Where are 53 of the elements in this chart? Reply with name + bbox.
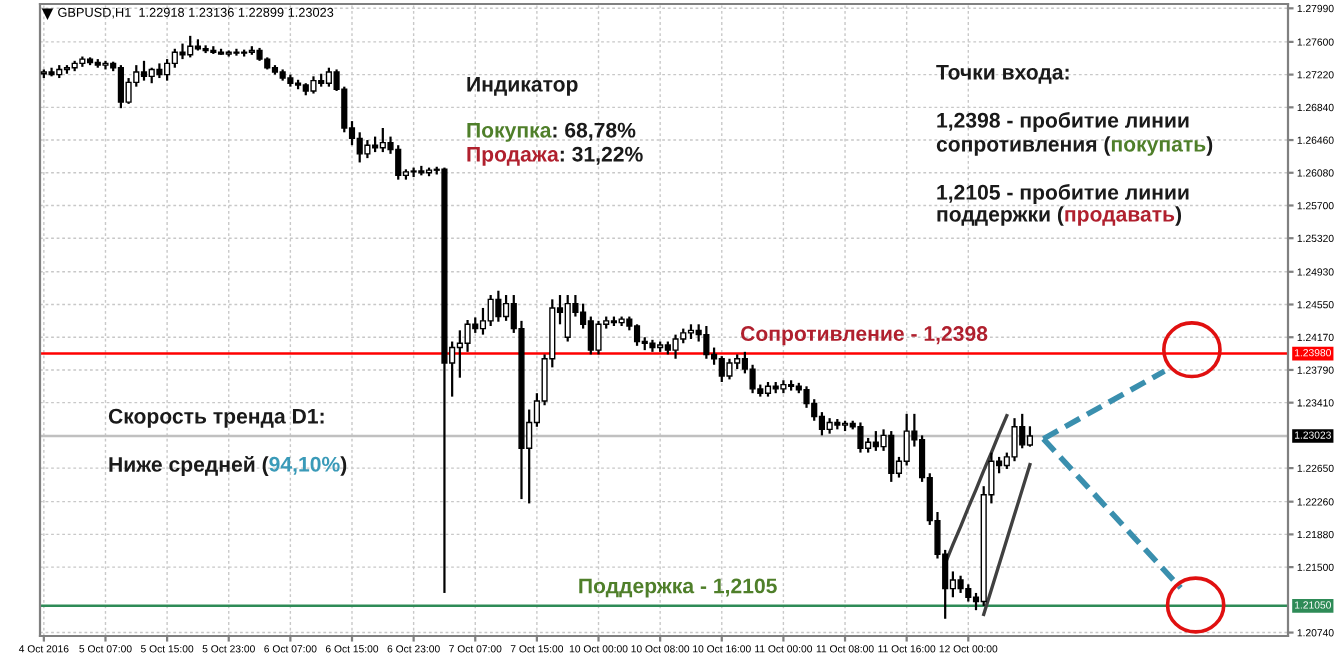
candlestick [718,355,725,384]
line-series [982,462,1032,617]
candlestick [102,59,109,71]
candlestick [965,583,972,603]
candlestick [803,385,810,409]
candlestick [564,293,571,343]
annotation: ) [340,456,347,476]
candlestick [726,357,733,381]
candlestick [957,574,964,595]
candlestick [225,49,232,58]
candlestick [687,323,695,341]
candlestick [156,62,163,80]
annotation: Скорость тренда D1: [108,408,324,428]
candlestick [780,379,787,395]
annotation: Поддержка - 1,2105 [579,578,777,598]
candlestick [117,64,124,110]
candlestick [649,338,656,353]
annotation: : 31,22% [560,146,643,165]
candlestick [456,329,463,379]
annotation: Ниже средней ( [109,455,269,477]
annotation: ) [1206,136,1213,156]
candlestick [595,319,602,356]
annotation: ) [1175,206,1182,226]
candlestick [464,318,471,353]
candlestick [857,421,864,454]
annotation: сопротивления ( [936,136,1111,156]
candlestick [1026,425,1034,448]
annotation: Индикатор [467,76,578,96]
annotation: 1,2398 - пробитие линии [937,112,1189,132]
annotation: покупать [1111,140,1206,156]
annotation: Продажа [467,146,559,166]
candlestick [271,64,279,76]
candlestick [179,42,186,61]
annotation: поддержки ( [937,206,1064,226]
annotation: Точки входа: [936,64,1069,84]
annotation: Сопротивление - 1,2398 [741,326,988,346]
annotation: 1,2105 - пробитие линии [937,184,1189,204]
candlestick [233,47,240,57]
annotation: продавать [1065,210,1175,226]
candlestick [479,306,487,336]
candlestick [364,138,371,160]
annotation: Покупка [467,122,552,142]
annotation: : 68,78% [553,122,636,141]
annotation: 94,10% [269,456,340,475]
candlestick [749,363,756,395]
candlestick [256,46,263,62]
candlestick [1011,417,1018,463]
candlestick [310,75,317,95]
candlestick [672,333,679,360]
candlestick [703,324,710,360]
candlestick [395,144,402,181]
candlestick [279,68,286,82]
candlestick [734,353,741,371]
